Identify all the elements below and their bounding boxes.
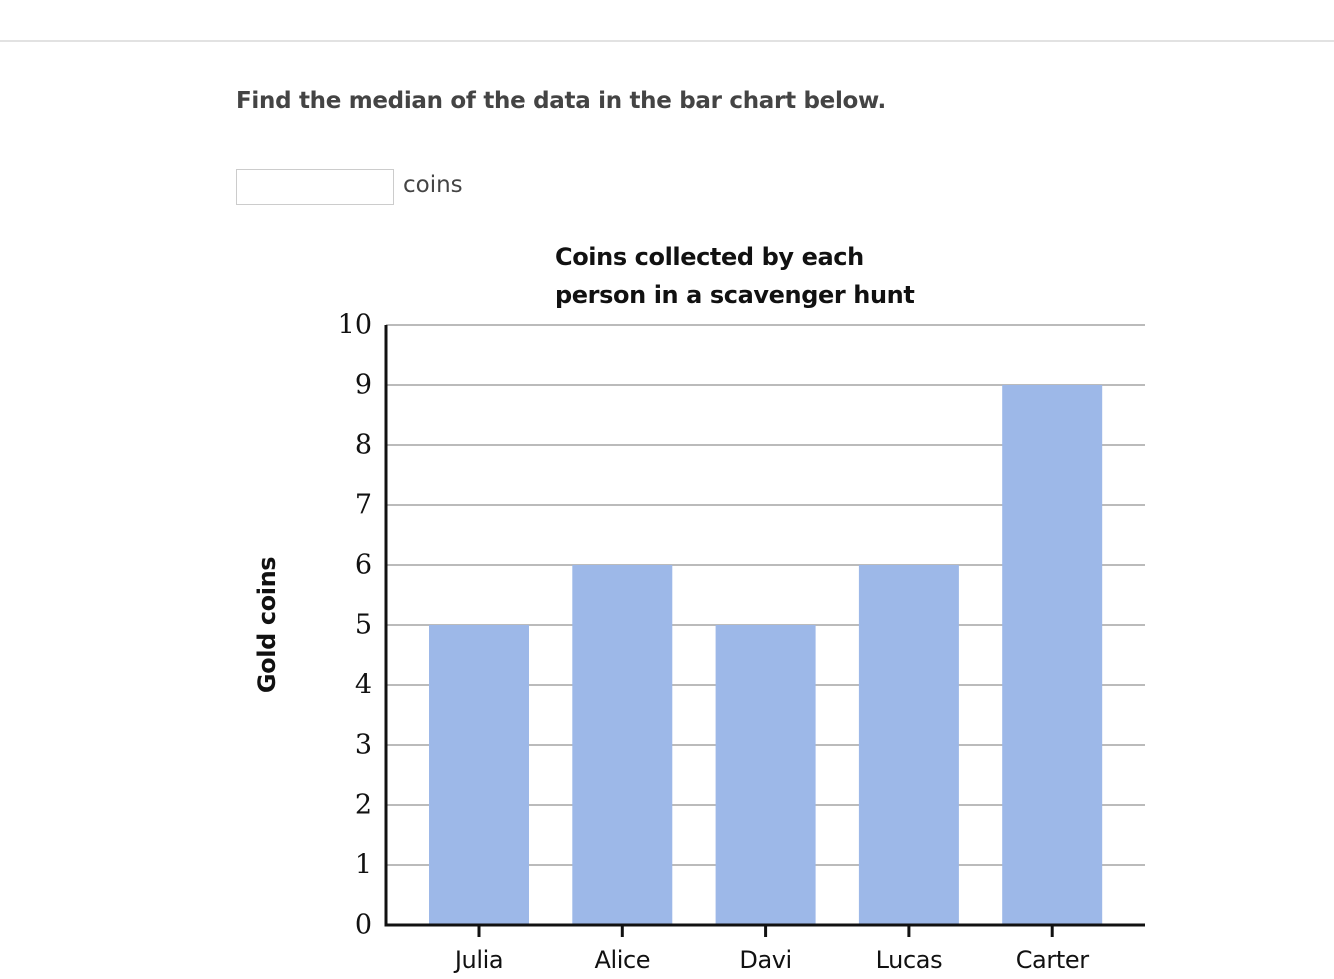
y-tick-label: 5 bbox=[355, 610, 372, 641]
y-tick-label: 9 bbox=[355, 370, 372, 401]
question: Find the median of the data in the bar c… bbox=[236, 88, 886, 114]
y-tick-label: 8 bbox=[355, 430, 372, 461]
y-tick-label: 3 bbox=[355, 730, 372, 761]
y-tick-label: 6 bbox=[355, 550, 372, 581]
x-tick-label: Lucas bbox=[876, 946, 943, 974]
y-axis-label: Gold coins bbox=[253, 557, 281, 693]
y-tick-label: 2 bbox=[355, 790, 372, 821]
header-divider bbox=[0, 40, 1334, 42]
x-tick-label: Julia bbox=[453, 946, 503, 974]
bar bbox=[429, 625, 529, 925]
x-tick-label: Davi bbox=[739, 946, 791, 974]
y-tick-label: 0 bbox=[355, 910, 372, 941]
bar bbox=[715, 625, 816, 925]
bar bbox=[572, 565, 673, 925]
x-tick-label: Carter bbox=[1016, 946, 1090, 974]
y-tick-label: 10 bbox=[338, 310, 372, 341]
answer-input[interactable] bbox=[236, 169, 394, 205]
answer-unit: coins bbox=[403, 172, 463, 198]
bar bbox=[858, 565, 959, 925]
y-tick-label: 7 bbox=[355, 490, 372, 521]
y-tick-label: 4 bbox=[355, 670, 372, 701]
chart-title: Coins collected by each person in a scav… bbox=[555, 243, 915, 309]
x-tick-label: Alice bbox=[594, 946, 650, 974]
y-tick-label: 1 bbox=[355, 850, 372, 881]
bar bbox=[1002, 385, 1103, 925]
